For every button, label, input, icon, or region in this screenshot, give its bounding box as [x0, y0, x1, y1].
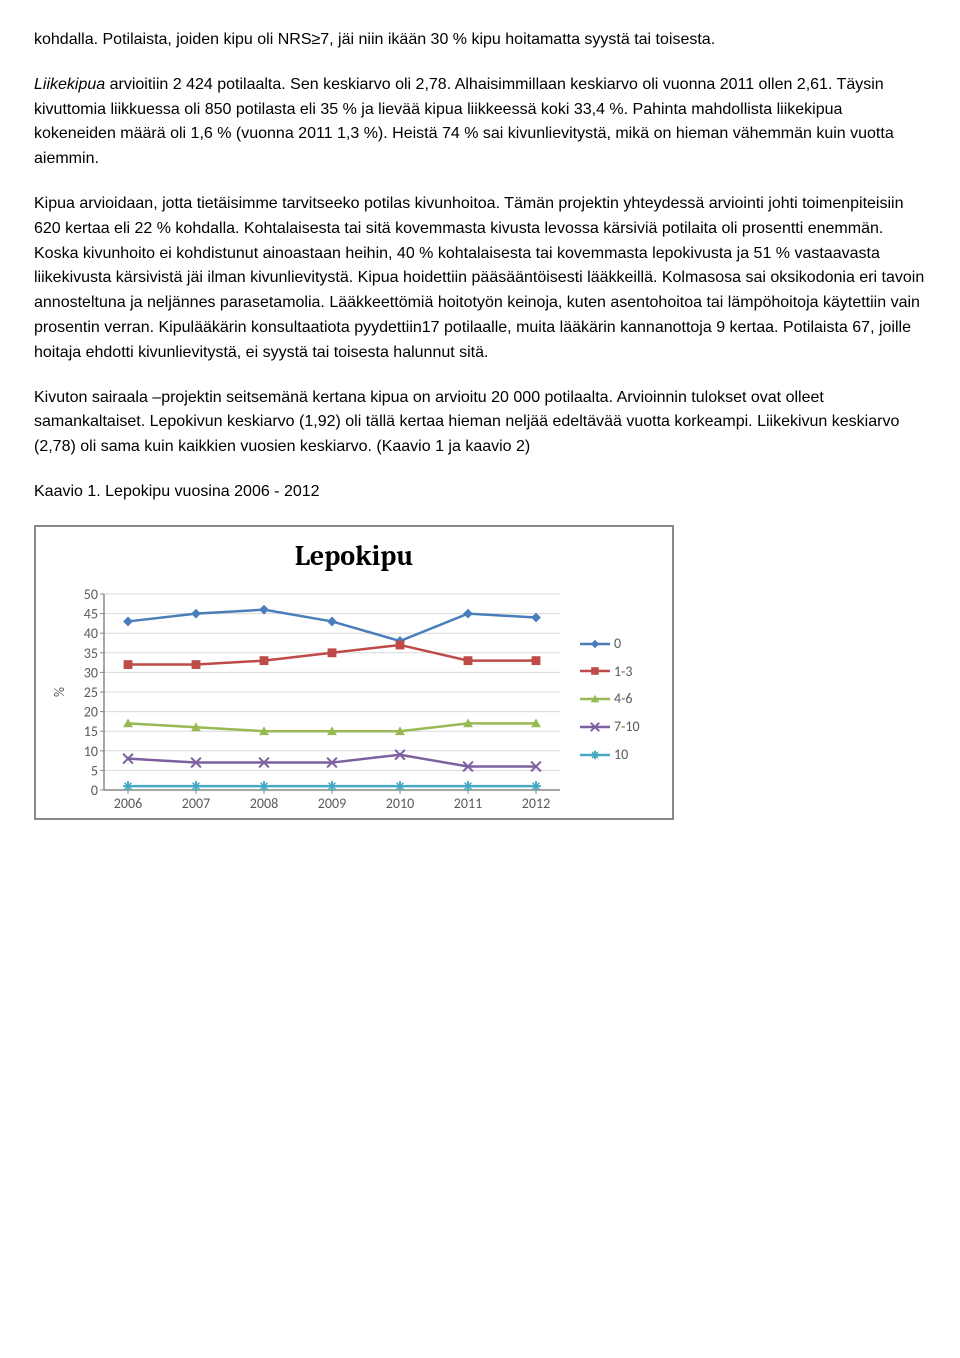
- chart-title: Lepokipu: [50, 535, 658, 578]
- svg-text:5: 5: [91, 763, 98, 780]
- legend-label: 0: [614, 633, 621, 655]
- legend-label: 10: [614, 744, 628, 766]
- legend-label: 4-6: [614, 688, 632, 710]
- svg-text:25: 25: [84, 684, 98, 701]
- paragraph-3: Kipua arvioidaan, jotta tietäisimme tarv…: [34, 192, 926, 366]
- legend-label: 1-3: [614, 661, 632, 683]
- svg-text:10: 10: [84, 743, 98, 760]
- svg-text:45: 45: [84, 606, 98, 623]
- svg-text:2006: 2006: [114, 795, 142, 812]
- svg-text:2010: 2010: [386, 795, 414, 812]
- legend-item: 7-10: [580, 716, 658, 738]
- svg-text:15: 15: [84, 723, 98, 740]
- svg-text:30: 30: [84, 665, 98, 682]
- chart-caption: Kaavio 1. Lepokipu vuosina 2006 - 2012: [34, 480, 926, 505]
- paragraph-1: kohdalla. Potilaista, joiden kipu oli NR…: [34, 28, 926, 53]
- liikekipua-italic: Liikekipua: [34, 76, 105, 93]
- legend-item: 0: [580, 633, 658, 655]
- legend-item: 1-3: [580, 661, 658, 683]
- svg-text:2012: 2012: [522, 795, 550, 812]
- svg-text:35: 35: [84, 645, 98, 662]
- paragraph-2-rest: arvioitiin 2 424 potilaalta. Sen keskiar…: [34, 76, 894, 167]
- paragraph-4: Kivuton sairaala –projektin seitsemänä k…: [34, 386, 926, 460]
- svg-text:50: 50: [84, 586, 98, 603]
- paragraph-2: Liikekipua arvioitiin 2 424 potilaalta. …: [34, 73, 926, 172]
- svg-text:2009: 2009: [318, 795, 346, 812]
- legend-item: 4-6: [580, 688, 658, 710]
- legend-item: 10: [580, 744, 658, 766]
- svg-text:0: 0: [91, 782, 98, 799]
- lepokipu-chart: Lepokipu 0 5 10 15 20 25 30 35 40 45 50% 2006 2007 20…: [34, 525, 674, 820]
- chart-legend: 0 1-3 4-6 7-10 10: [570, 584, 658, 814]
- chart-plot-area: 0 5 10 15 20 25 30 35 40 45 50% 2006 2007 2008 2009 201…: [50, 584, 570, 814]
- svg-text:%: %: [51, 687, 68, 697]
- svg-text:2011: 2011: [454, 795, 482, 812]
- svg-text:20: 20: [84, 704, 98, 721]
- svg-text:2007: 2007: [182, 795, 210, 812]
- svg-text:2008: 2008: [250, 795, 278, 812]
- legend-label: 7-10: [614, 716, 640, 738]
- svg-text:40: 40: [84, 625, 98, 642]
- chart-svg: 0 5 10 15 20 25 30 35 40 45 50% 2006 2007 2008 2009 201…: [50, 584, 570, 814]
